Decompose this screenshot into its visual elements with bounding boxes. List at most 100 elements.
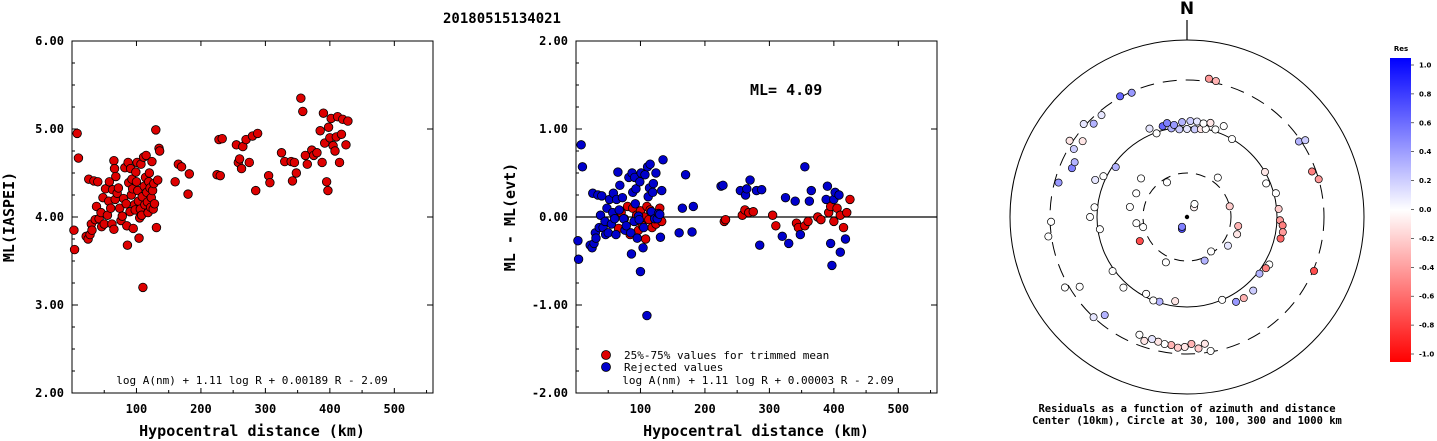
data-point	[252, 128, 263, 139]
data-point	[298, 106, 308, 117]
rejected-point	[609, 214, 620, 224]
rejected-point	[655, 232, 666, 242]
station-residual	[1132, 219, 1141, 228]
station-residual	[1228, 135, 1236, 144]
y-tick-label: -1.00	[532, 298, 568, 312]
rejected-point	[626, 228, 636, 238]
station-residual	[1140, 336, 1149, 345]
station-residual	[1047, 217, 1056, 226]
station-residual	[1044, 232, 1053, 241]
station-residual	[1204, 74, 1213, 83]
y-tick-label: 2.00	[35, 386, 64, 400]
data-point	[151, 125, 161, 135]
station-residual	[1206, 346, 1215, 355]
station-residual	[1234, 222, 1243, 230]
legend-rejected-marker	[601, 362, 611, 372]
rejected-point	[677, 203, 688, 213]
data-point	[113, 183, 124, 193]
station-residual	[1219, 122, 1228, 131]
rejected-point	[614, 205, 624, 215]
x-tick-label: 300	[759, 402, 781, 416]
station-residual	[1148, 335, 1156, 344]
data-point	[720, 214, 731, 225]
rejected-point	[634, 214, 644, 225]
station-residual	[1224, 241, 1232, 250]
rejected-point	[834, 190, 844, 200]
station-residual	[1079, 120, 1088, 128]
station-residual	[1274, 205, 1283, 213]
rejected-point	[655, 209, 665, 220]
data-point	[330, 146, 340, 156]
rejected-point	[573, 236, 583, 246]
station-residual	[1171, 297, 1180, 306]
x-tick-label: 500	[887, 402, 909, 416]
polar-caption-line1: Residuals as a function of azimuth and d…	[1038, 403, 1335, 415]
rejected-point	[800, 162, 810, 172]
rejected-point	[790, 196, 800, 206]
station-residual	[1200, 256, 1209, 265]
data-point	[154, 146, 165, 156]
data-point	[128, 223, 138, 234]
rejected-point	[804, 196, 815, 206]
data-point	[109, 155, 119, 166]
data-point	[69, 244, 80, 255]
station-residual	[1178, 222, 1186, 231]
station-residual	[1167, 341, 1176, 349]
station-residual	[1187, 339, 1196, 348]
rejected-point	[638, 243, 648, 253]
station-residual	[1211, 77, 1220, 85]
rejected-point	[645, 159, 655, 169]
plot1-formula: log A(nm) + 1.11 log R + 0.00189 R - 2.0…	[116, 374, 388, 387]
colorbar-tick-label: 0.8	[1419, 90, 1432, 98]
rejected-point	[617, 192, 628, 203]
rejected-point	[742, 184, 752, 194]
data-point	[111, 171, 121, 182]
data-point	[771, 221, 781, 231]
station-residual	[1310, 266, 1318, 275]
colorbar-gradient	[1390, 58, 1411, 362]
data-point	[147, 156, 157, 167]
rejected-point	[658, 155, 668, 165]
data-point	[69, 225, 79, 235]
rejected-point	[597, 191, 607, 201]
rejected-point	[613, 167, 623, 177]
rejected-point	[780, 192, 791, 203]
x-tick-label: 300	[255, 402, 277, 416]
station-residual	[1190, 200, 1199, 208]
rejected-point	[821, 194, 831, 205]
rejected-point	[591, 233, 601, 243]
legend-trimmed-label: 25%-75% values for trimmed mean	[624, 349, 829, 362]
station-residual	[1249, 286, 1258, 295]
data-point	[105, 203, 116, 213]
data-point	[838, 222, 849, 233]
data-point	[265, 177, 275, 188]
colorbar-tick-label: 0.0	[1419, 206, 1432, 214]
station-residual	[1142, 289, 1151, 298]
epicenter-marker	[1184, 214, 1190, 220]
data-point	[117, 211, 127, 221]
station-residual	[1119, 283, 1128, 292]
colorbar-tick-label: -1.0	[1419, 351, 1434, 359]
data-point	[73, 153, 84, 163]
colorbar-tick-label: -0.6	[1419, 293, 1434, 301]
station-residual	[1054, 178, 1063, 187]
data-point	[276, 148, 287, 158]
data-point	[845, 194, 855, 205]
station-residual	[1086, 213, 1094, 221]
station-residual	[1163, 119, 1171, 128]
data-point	[149, 199, 160, 209]
data-point	[109, 163, 120, 174]
station-residual	[1108, 267, 1117, 276]
rejected-point	[615, 180, 625, 191]
rejected-point	[718, 180, 728, 191]
rejected-point	[626, 249, 637, 259]
station-residual	[1161, 258, 1170, 267]
rejected-point	[825, 238, 836, 249]
data-point	[287, 176, 298, 186]
station-residual	[1097, 111, 1106, 120]
data-point	[109, 224, 119, 235]
station-residual	[1116, 92, 1125, 101]
rejected-point	[806, 185, 816, 196]
y-tick-label: 3.00	[35, 298, 64, 312]
